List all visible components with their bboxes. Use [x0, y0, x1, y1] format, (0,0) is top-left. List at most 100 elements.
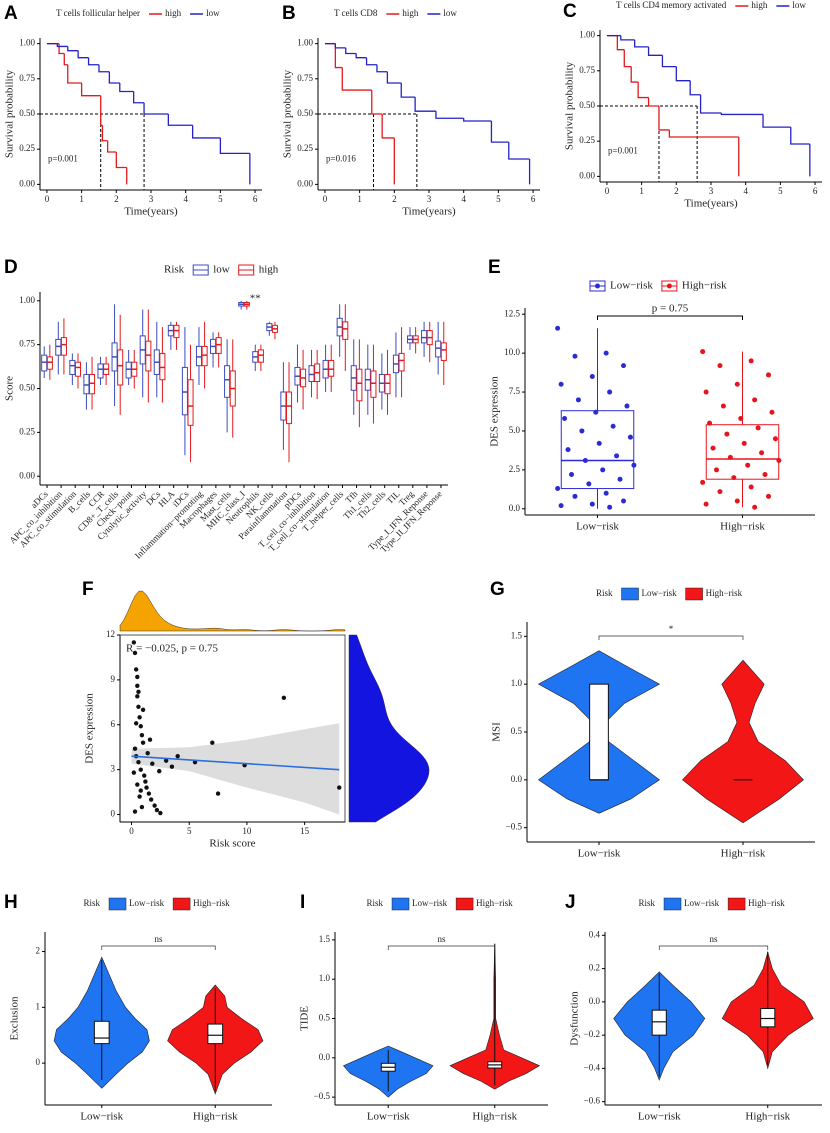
- chart-title: T cells follicular helper: [56, 8, 140, 18]
- x-tick-label: Low−risk: [638, 1111, 681, 1123]
- x-tick-label: Low−risk: [367, 1111, 410, 1123]
- point: [593, 409, 599, 415]
- legend-swatch: [621, 587, 639, 601]
- y-tick-label: 10.0: [504, 347, 520, 357]
- x-tick-label: 3: [709, 186, 714, 196]
- survival-step: [101, 125, 108, 142]
- y-tick-label: 0.0: [319, 1052, 331, 1062]
- box: [46, 356, 53, 370]
- survival-step: [87, 57, 99, 66]
- survival-step: [623, 49, 632, 68]
- point: [337, 785, 342, 790]
- point: [158, 810, 163, 816]
- point: [154, 807, 160, 813]
- point: [135, 683, 140, 689]
- point: [724, 431, 730, 437]
- y-tick-label: 6: [111, 719, 116, 729]
- y-tick-label: 0.75: [19, 339, 35, 349]
- y-tick-label: 9: [111, 674, 116, 684]
- y-tick-label: −0.5: [314, 1091, 331, 1101]
- panel-letter: C: [563, 1, 577, 22]
- survival-step: [108, 71, 120, 84]
- x-tick-label: 6: [253, 194, 258, 204]
- survival-step: [630, 66, 639, 83]
- point: [762, 472, 768, 478]
- chart-title: T cells CD4 memory activated: [616, 0, 727, 10]
- point: [752, 397, 758, 403]
- survival-step: [334, 43, 343, 69]
- box: [55, 338, 62, 356]
- box: [83, 373, 90, 395]
- point: [138, 724, 143, 729]
- y-tick-label: 0.50: [19, 108, 35, 118]
- survival-step: [167, 114, 193, 126]
- survival-step: [67, 64, 82, 84]
- x-tick-label: 3: [149, 194, 154, 204]
- x-axis-label: Time(years): [402, 206, 456, 218]
- y-tick-label: 2.5: [509, 464, 521, 474]
- y-axis-label: Survival probability: [564, 61, 576, 150]
- x-tick-label: 2: [674, 186, 679, 196]
- survival-step: [345, 47, 357, 55]
- point: [148, 797, 154, 802]
- x-axis-label: Time(years): [124, 206, 178, 218]
- survival-step: [386, 71, 402, 84]
- legend-label: high: [402, 8, 419, 18]
- y-tick-label: 1.00: [579, 30, 595, 40]
- y-tick-label: 0: [36, 1057, 41, 1067]
- survival-step: [647, 46, 663, 56]
- panel-letter: A: [4, 3, 18, 24]
- legend-label: low: [213, 264, 230, 276]
- survival-step: [620, 35, 635, 41]
- point: [600, 467, 606, 473]
- confidence-band: [131, 723, 340, 815]
- survival-step: [355, 53, 367, 59]
- panel-letter: B: [282, 3, 296, 24]
- point: [131, 770, 137, 775]
- y-tick-label: 3: [111, 764, 116, 774]
- survival-step: [143, 102, 169, 115]
- y-tick-label: 1.00: [297, 38, 313, 48]
- y-tick-label: 1.00: [19, 38, 35, 48]
- box: [159, 352, 166, 381]
- y-tick-label: 1.00: [19, 295, 35, 305]
- point: [745, 462, 751, 468]
- panel-letter: H: [4, 892, 18, 913]
- legend-label: High−risk: [748, 898, 785, 908]
- point: [138, 767, 143, 772]
- marginal-density: [348, 634, 430, 823]
- survival-step: [191, 125, 221, 139]
- survival-step: [634, 39, 649, 48]
- y-tick-label: 0.5: [511, 726, 523, 736]
- point: [700, 479, 706, 485]
- point: [150, 761, 155, 766]
- survival-step: [133, 91, 145, 104]
- box: [69, 359, 76, 375]
- box: [308, 365, 315, 382]
- point: [210, 740, 215, 745]
- y-tick-label: 0.0: [511, 774, 523, 784]
- x-tick-label: Low−risk: [80, 1111, 123, 1123]
- x-tick-label: 1: [79, 194, 84, 204]
- survival-step: [400, 83, 416, 98]
- y-tick-label: 2: [36, 946, 41, 956]
- point: [142, 773, 147, 778]
- box: [89, 373, 96, 395]
- y-axis-label: Score: [4, 376, 16, 401]
- point: [145, 750, 150, 756]
- x-tick-label: 1: [357, 194, 362, 204]
- survival-step: [790, 127, 810, 145]
- box: [398, 352, 405, 372]
- survival-step: [63, 53, 68, 66]
- x-tick-label: 10: [242, 826, 252, 836]
- x-tick-label: 0: [45, 194, 50, 204]
- point: [140, 707, 146, 712]
- point: [734, 498, 740, 504]
- panel-letter: F: [82, 579, 94, 600]
- legend-title: Risk: [367, 898, 384, 908]
- x-tick-label: 5: [187, 826, 192, 836]
- legend-title: Risk: [639, 898, 656, 908]
- y-tick-label: 0.50: [579, 100, 595, 110]
- legend-label: Low−risk: [642, 588, 678, 598]
- x-tick-label: High−risk: [720, 521, 765, 533]
